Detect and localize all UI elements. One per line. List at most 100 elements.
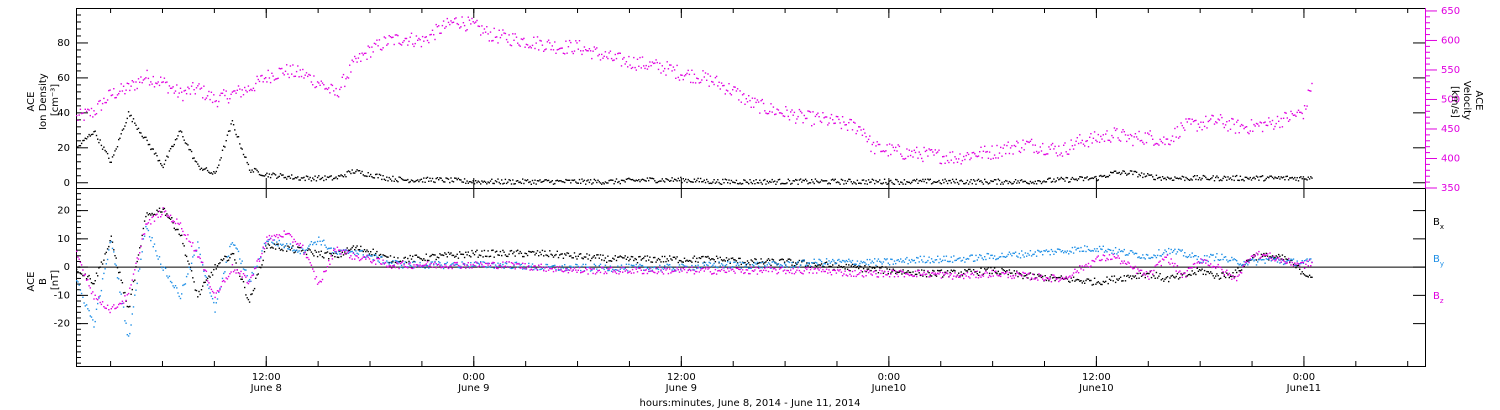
bx-point: [778, 259, 781, 261]
by-point: [211, 298, 214, 300]
bx-point: [386, 256, 388, 258]
by-point: [1106, 251, 1108, 253]
density-point: [817, 181, 819, 183]
velocity-point: [148, 84, 151, 86]
by-point: [808, 262, 810, 264]
velocity-point: [533, 36, 535, 38]
velocity-point: [258, 80, 261, 83]
bz-point: [638, 267, 640, 269]
bz-point: [796, 269, 798, 271]
density-point: [152, 148, 154, 150]
bz-point: [683, 268, 686, 271]
by-point: [160, 263, 162, 265]
velocity-point: [619, 52, 621, 54]
by-point: [1131, 250, 1133, 252]
bz-point: [694, 270, 697, 273]
velocity-point: [566, 52, 568, 54]
by-point: [897, 259, 899, 261]
density-tick-label: 20: [57, 143, 70, 154]
bx-point: [329, 252, 331, 255]
by-point: [806, 264, 808, 266]
bx-point: [1226, 272, 1228, 274]
bz-point: [417, 264, 419, 266]
bz-point: [389, 265, 392, 267]
bx-point: [625, 258, 628, 260]
by-point: [183, 283, 185, 286]
velocity-point: [273, 79, 276, 81]
density-point: [1186, 177, 1188, 180]
density-point: [870, 181, 872, 183]
velocity-point: [776, 108, 778, 110]
bx-point: [463, 256, 466, 259]
velocity-point: [781, 112, 783, 115]
by-point: [678, 264, 681, 266]
bx-point: [116, 267, 119, 269]
density-point: [482, 181, 484, 183]
bz-point: [104, 307, 106, 309]
density-point: [1222, 177, 1224, 180]
by-point: [195, 250, 198, 252]
velocity-point: [702, 70, 704, 72]
by-point: [627, 270, 629, 272]
by-point: [368, 254, 371, 257]
velocity-point: [996, 144, 998, 147]
by-point: [502, 263, 504, 266]
by-point: [1013, 252, 1015, 255]
bx-point: [1192, 273, 1195, 275]
density-point: [591, 183, 593, 185]
velocity-point: [544, 49, 546, 51]
velocity-point: [286, 64, 288, 66]
by-point: [964, 261, 966, 263]
bx-point: [680, 260, 682, 262]
bz-point: [719, 270, 721, 272]
velocity-point: [153, 86, 156, 88]
bx-point: [897, 271, 899, 274]
velocity-point: [549, 42, 551, 44]
velocity-point: [150, 81, 152, 83]
bz-point: [87, 278, 89, 281]
velocity-point: [659, 62, 661, 64]
bz-point: [484, 262, 487, 265]
bz-point: [408, 263, 410, 265]
density-point: [829, 183, 831, 185]
bz-point: [335, 250, 337, 253]
density-point: [559, 180, 561, 182]
bz-point: [160, 216, 162, 218]
by-point: [969, 255, 971, 257]
bz-point: [426, 261, 429, 263]
density-point: [386, 176, 388, 178]
density-point: [788, 180, 791, 182]
density-point: [571, 179, 573, 181]
by-point: [961, 259, 964, 262]
bz-point: [892, 269, 894, 272]
velocity-point: [375, 43, 377, 45]
by-point: [1182, 255, 1185, 257]
velocity-point: [77, 119, 79, 121]
bx-point: [1055, 277, 1057, 279]
bz-point: [94, 294, 96, 296]
density-point: [412, 180, 414, 182]
bz-point: [1006, 271, 1008, 273]
density-point: [1042, 181, 1044, 183]
bz-point: [482, 265, 484, 268]
bz-point: [157, 216, 159, 218]
density-point: [414, 180, 416, 183]
bx-point: [1179, 276, 1181, 279]
density-point: [183, 139, 185, 141]
velocity-point: [158, 84, 161, 87]
velocity-point: [95, 113, 98, 115]
bx-point: [439, 253, 441, 255]
density-point: [624, 181, 626, 183]
density-point: [292, 178, 294, 180]
by-point: [636, 266, 639, 269]
bx-point: [440, 254, 442, 256]
bx-point: [854, 264, 856, 266]
bx-point: [274, 248, 277, 250]
density-point: [1264, 179, 1266, 181]
density-point: [993, 179, 996, 181]
velocity-point: [1143, 143, 1145, 145]
velocity-point: [1016, 140, 1018, 142]
density-point: [157, 160, 159, 162]
bz-point: [577, 269, 579, 271]
by-point: [1180, 250, 1182, 252]
